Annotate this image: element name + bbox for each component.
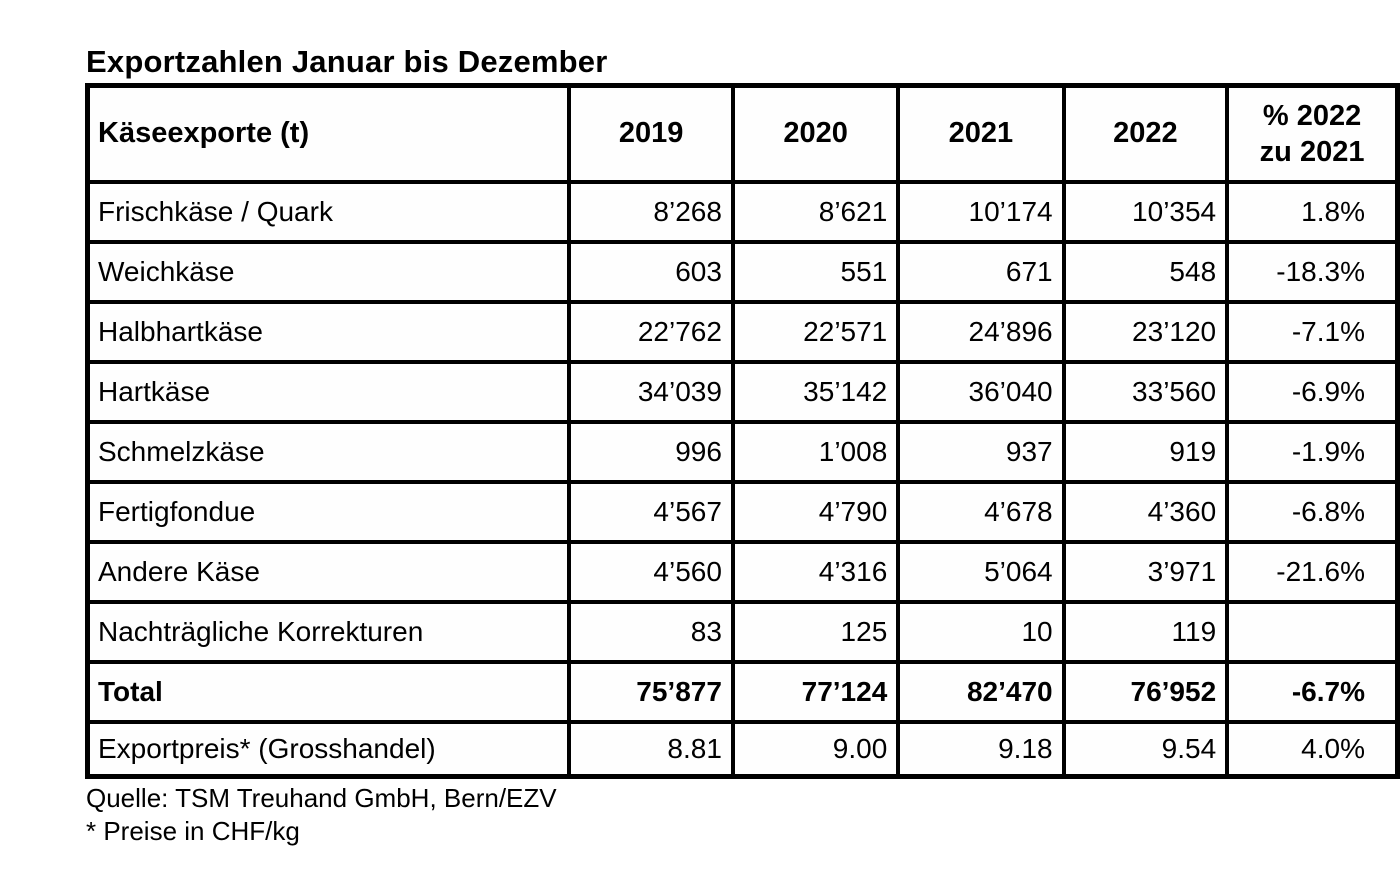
table-row: Nachträgliche Korrekturen 83 125 10 119 xyxy=(85,599,1400,664)
table-row: Fertigfondue 4’567 4’790 4’678 4’360 -6.8% xyxy=(85,479,1400,544)
header-percent-line2: zu 2021 xyxy=(1259,135,1365,168)
value-percent-change: -6.9% xyxy=(1225,359,1400,424)
row-label: Fertigfondue xyxy=(85,479,572,544)
value-2022: 4’360 xyxy=(1061,479,1230,544)
value-2021: 36’040 xyxy=(896,359,1066,424)
value-2019: 8’268 xyxy=(567,179,735,244)
value-2021: 10 xyxy=(896,599,1066,664)
value-2019: 8.81 xyxy=(567,719,735,779)
value-2019: 4’567 xyxy=(567,479,735,544)
price-unit-note: * Preise in CHF/kg xyxy=(86,816,300,846)
table-row: Halbhartkäse 22’762 22’571 24’896 23’120 -7.1… xyxy=(85,299,1400,364)
value-percent-change: 4.0% xyxy=(1225,719,1400,779)
row-label: Exportpreis* (Grosshandel) xyxy=(85,719,572,779)
value-2022: 119 xyxy=(1061,599,1230,664)
row-label: Hartkäse xyxy=(85,359,572,424)
value-2019: 603 xyxy=(567,239,735,304)
value-2020: 77’124 xyxy=(730,659,901,724)
row-label: Halbhartkäse xyxy=(85,299,572,364)
value-2022: 33’560 xyxy=(1061,359,1230,424)
value-2022: 919 xyxy=(1061,419,1230,484)
value-percent-change: -7.1% xyxy=(1225,299,1400,364)
header-percent-line1: % 2022 xyxy=(1262,99,1362,132)
value-percent-change: -6.8% xyxy=(1225,479,1400,544)
row-label: Frischkäse / Quark xyxy=(85,179,572,244)
table-row: Exportpreis* (Grosshandel) 8.81 9.00 9.18 9.… xyxy=(85,719,1400,779)
value-percent-change: -21.6% xyxy=(1225,539,1400,604)
header-category: Käseexporte (t) xyxy=(85,83,572,184)
value-2020: 4’790 xyxy=(730,479,901,544)
table-row: Total 75’877 77’124 82’470 76’952 -6.7% xyxy=(85,659,1400,724)
value-2021: 671 xyxy=(896,239,1066,304)
row-label: Weichkäse xyxy=(85,239,572,304)
header-percent-change: % 2022 zu 2021 xyxy=(1225,83,1400,184)
value-percent-change: -6.7% xyxy=(1225,659,1400,724)
value-2021: 4’678 xyxy=(896,479,1066,544)
value-2020: 4’316 xyxy=(730,539,901,604)
value-2019: 75’877 xyxy=(567,659,735,724)
table-header-row: Käseexporte (t) 2019 2020 2021 2022 % 20… xyxy=(85,83,1400,184)
row-label: Nachträgliche Korrekturen xyxy=(85,599,572,664)
value-2021: 9.18 xyxy=(896,719,1066,779)
header-year-2021: 2021 xyxy=(896,83,1066,184)
value-2021: 10’174 xyxy=(896,179,1066,244)
table-row: Schmelzkäse 996 1’008 937 919 -1.9% xyxy=(85,419,1400,484)
value-percent-change: 1.8% xyxy=(1225,179,1400,244)
value-2022: 23’120 xyxy=(1061,299,1230,364)
value-2019: 4’560 xyxy=(567,539,735,604)
page-title: Exportzahlen Januar bis Dezember xyxy=(86,44,608,79)
value-2020: 125 xyxy=(730,599,901,664)
table-row: Frischkäse / Quark 8’268 8’621 10’174 10’354… xyxy=(85,179,1400,244)
value-2021: 24’896 xyxy=(896,299,1066,364)
value-2020: 9.00 xyxy=(730,719,901,779)
value-2019: 34’039 xyxy=(567,359,735,424)
footer-notes: Quelle: TSM Treuhand GmbH, Bern/EZV * Pr… xyxy=(86,782,557,848)
source-note: Quelle: TSM Treuhand GmbH, Bern/EZV xyxy=(86,783,557,813)
value-2020: 8’621 xyxy=(730,179,901,244)
row-label: Andere Käse xyxy=(85,539,572,604)
table-row: Weichkäse 603 551 671 548 -18.3% xyxy=(85,239,1400,304)
value-2020: 1’008 xyxy=(730,419,901,484)
row-label: Total xyxy=(85,659,572,724)
row-label: Schmelzkäse xyxy=(85,419,572,484)
cheese-export-table: Käseexporte (t) 2019 2020 2021 2022 % 20… xyxy=(85,83,1400,779)
value-2022: 10’354 xyxy=(1061,179,1230,244)
header-year-2020: 2020 xyxy=(730,83,901,184)
value-2019: 996 xyxy=(567,419,735,484)
value-2020: 22’571 xyxy=(730,299,901,364)
header-year-2019: 2019 xyxy=(567,83,735,184)
value-percent-change: -1.9% xyxy=(1225,419,1400,484)
value-2022: 9.54 xyxy=(1061,719,1230,779)
value-2021: 82’470 xyxy=(896,659,1066,724)
value-percent-change xyxy=(1225,599,1400,664)
value-2022: 3’971 xyxy=(1061,539,1230,604)
value-2021: 937 xyxy=(896,419,1066,484)
value-2020: 35’142 xyxy=(730,359,901,424)
value-2020: 551 xyxy=(730,239,901,304)
value-2022: 548 xyxy=(1061,239,1230,304)
value-2019: 83 xyxy=(567,599,735,664)
header-year-2022: 2022 xyxy=(1061,83,1230,184)
value-percent-change: -18.3% xyxy=(1225,239,1400,304)
value-2022: 76’952 xyxy=(1061,659,1230,724)
value-2019: 22’762 xyxy=(567,299,735,364)
value-2021: 5’064 xyxy=(896,539,1066,604)
table-row: Hartkäse 34’039 35’142 36’040 33’560 -6.9% xyxy=(85,359,1400,424)
table-row: Andere Käse 4’560 4’316 5’064 3’971 -21.6% xyxy=(85,539,1400,604)
